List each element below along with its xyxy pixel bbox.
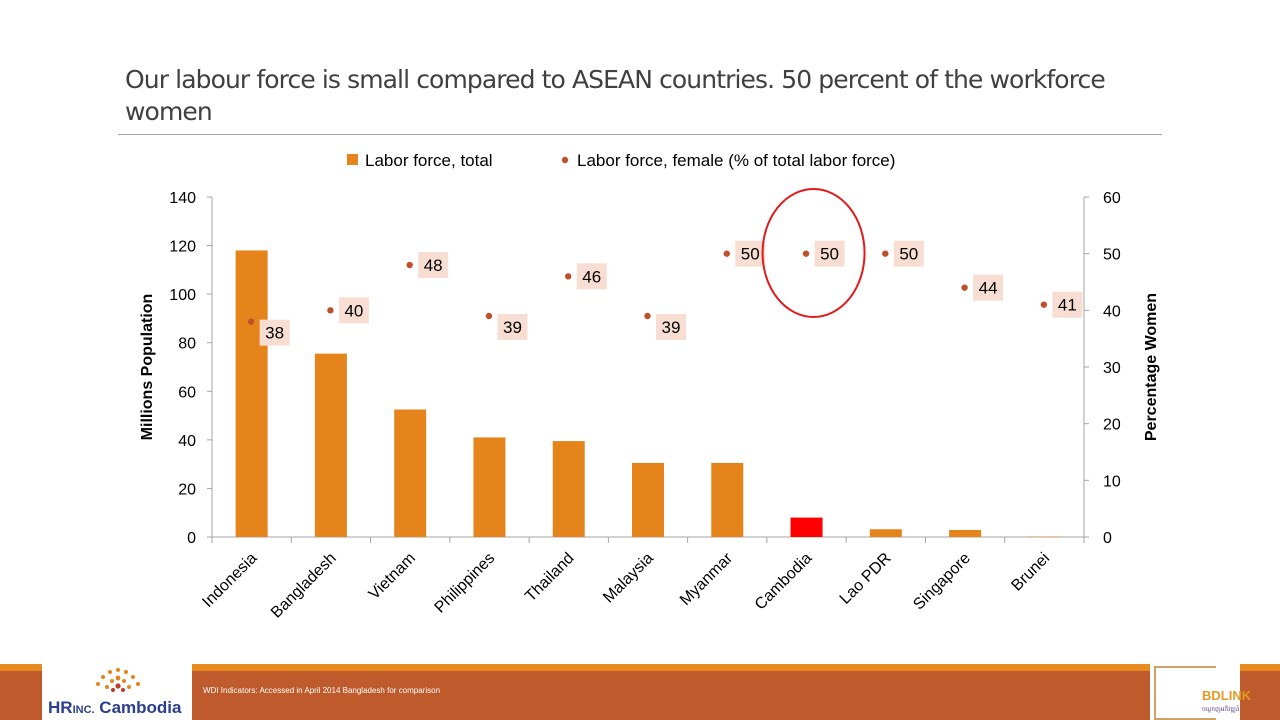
footer-stripe (0, 664, 1280, 671)
data-label: 48 (424, 256, 443, 275)
left-axis-tick-label: 120 (169, 239, 196, 256)
x-axis-category-label: Indonesia (199, 550, 260, 611)
right-axis-tick-label: 10 (1103, 473, 1121, 490)
data-label-bg (576, 263, 607, 290)
pct-dot-indonesia (247, 318, 255, 325)
legend-label-dot: Labor force, female (% of total labor fo… (577, 151, 895, 170)
x-axis-category-label: Cambodia (752, 550, 816, 614)
slide-title: Our labour force is small compared to AS… (125, 65, 1106, 126)
left-axis-tick-label: 0 (187, 530, 196, 547)
footer-source-note: WDI Indicators: Accessed in April 2014 B… (203, 686, 441, 695)
labor-force-chart: 0 20 40 60 80 100 120 140 0 10 20 30 40 50 60 Millions … (139, 151, 1160, 622)
hrinc-logo-text: HRINC. Cambodia (48, 698, 182, 717)
footer-band (0, 664, 1280, 720)
pct-dot-bangladesh (327, 307, 334, 314)
highlight-circle (761, 188, 866, 318)
left-axis-tick-label: 100 (169, 287, 196, 304)
legend-label-bar: Labor force, total (365, 151, 493, 170)
data-label-bg (338, 297, 369, 324)
data-label-bg (973, 274, 1004, 301)
left-axis-tick-label: 40 (178, 433, 196, 450)
title-divider (118, 134, 1162, 135)
data-label-bg (814, 240, 845, 267)
legend-swatch-dot (561, 156, 569, 164)
left-axis-tick-label: 60 (178, 384, 196, 401)
bdlink-logo-subtext: បណ្តាញអភិវឌ្ឍន៍ (1202, 707, 1240, 713)
data-label-bg (893, 240, 924, 267)
data-label-bg (418, 252, 449, 278)
bar-lao-pdr (869, 529, 902, 537)
pct-dot-malaysia (644, 312, 651, 320)
x-axis-category-label: Singapore (910, 550, 974, 614)
data-label: 41 (1058, 296, 1077, 315)
data-label: 50 (820, 245, 839, 264)
data-label: 44 (979, 279, 998, 298)
x-axis-category-label: Bangladesh (268, 550, 340, 622)
x-axis-category-label: Lao PDR (837, 550, 895, 608)
x-axis-category-label: Thailand (522, 550, 577, 605)
right-axis-title: Percentage Women (1143, 293, 1160, 441)
bar-philippines (473, 437, 506, 537)
sunburst-icon (96, 668, 140, 692)
data-label: 50 (741, 245, 760, 264)
left-axis-tick-label: 20 (178, 481, 196, 498)
left-axis-tick-label: 80 (178, 336, 196, 353)
right-axis-tick-label: 30 (1103, 360, 1121, 377)
right-axis-tick-label: 0 (1103, 530, 1112, 547)
pct-dot-cambodia (802, 250, 810, 257)
bar-singapore (949, 529, 982, 537)
bar-indonesia (235, 250, 268, 537)
right-axis-tick-label: 60 (1103, 190, 1121, 207)
x-axis-category-label: Philippines (432, 550, 499, 617)
data-label-bg (497, 314, 528, 340)
data-label-bg (259, 319, 290, 346)
data-label-bg (656, 314, 686, 340)
pct-dot-singapore (961, 284, 968, 291)
bdlink-logo: BDLINK បណ្តាញអភិវឌ្ឍន៍ (1150, 664, 1251, 720)
data-label: 46 (582, 267, 601, 286)
bar-bangladesh (314, 353, 347, 537)
bdlink-logo-frame (1154, 666, 1216, 720)
x-axis-category-label: Vietnam (366, 550, 419, 603)
bdlink-logo-text: BDLINK (1202, 688, 1252, 703)
data-label: 39 (503, 318, 522, 337)
data-label: 39 (662, 318, 681, 337)
data-label: 50 (899, 245, 918, 264)
data-label-bg (1052, 291, 1083, 318)
left-axis-tick-label: 140 (169, 190, 196, 207)
left-axis-title: Millions Population (139, 294, 156, 441)
pct-dot-brunei (1040, 301, 1048, 308)
x-axis-category-label: Myanmar (677, 549, 737, 609)
data-label: 40 (344, 301, 363, 320)
bar-vietnam (394, 409, 427, 537)
pct-dot-vietnam (406, 261, 413, 269)
pct-dot-lao-pdr (882, 250, 889, 257)
right-axis-tick-label: 40 (1103, 303, 1121, 320)
pct-dot-thailand (565, 273, 572, 280)
bar-myanmar (711, 462, 744, 537)
bar-thailand (552, 441, 585, 537)
x-axis-category-label: Malaysia (600, 550, 657, 607)
data-label: 38 (265, 324, 284, 343)
hrinc-logo: HRINC. Cambodia (42, 664, 192, 720)
bar-malaysia (632, 462, 664, 537)
pct-dot-philippines (485, 312, 493, 320)
right-axis-tick-label: 20 (1103, 417, 1121, 434)
bar-cambodia (790, 517, 823, 537)
legend-swatch-bar (347, 154, 358, 165)
x-axis-category-label: Brunei (1008, 550, 1053, 595)
pct-dot-myanmar (723, 250, 730, 257)
right-axis-tick-label: 50 (1103, 247, 1121, 264)
data-label-bg (735, 240, 766, 267)
